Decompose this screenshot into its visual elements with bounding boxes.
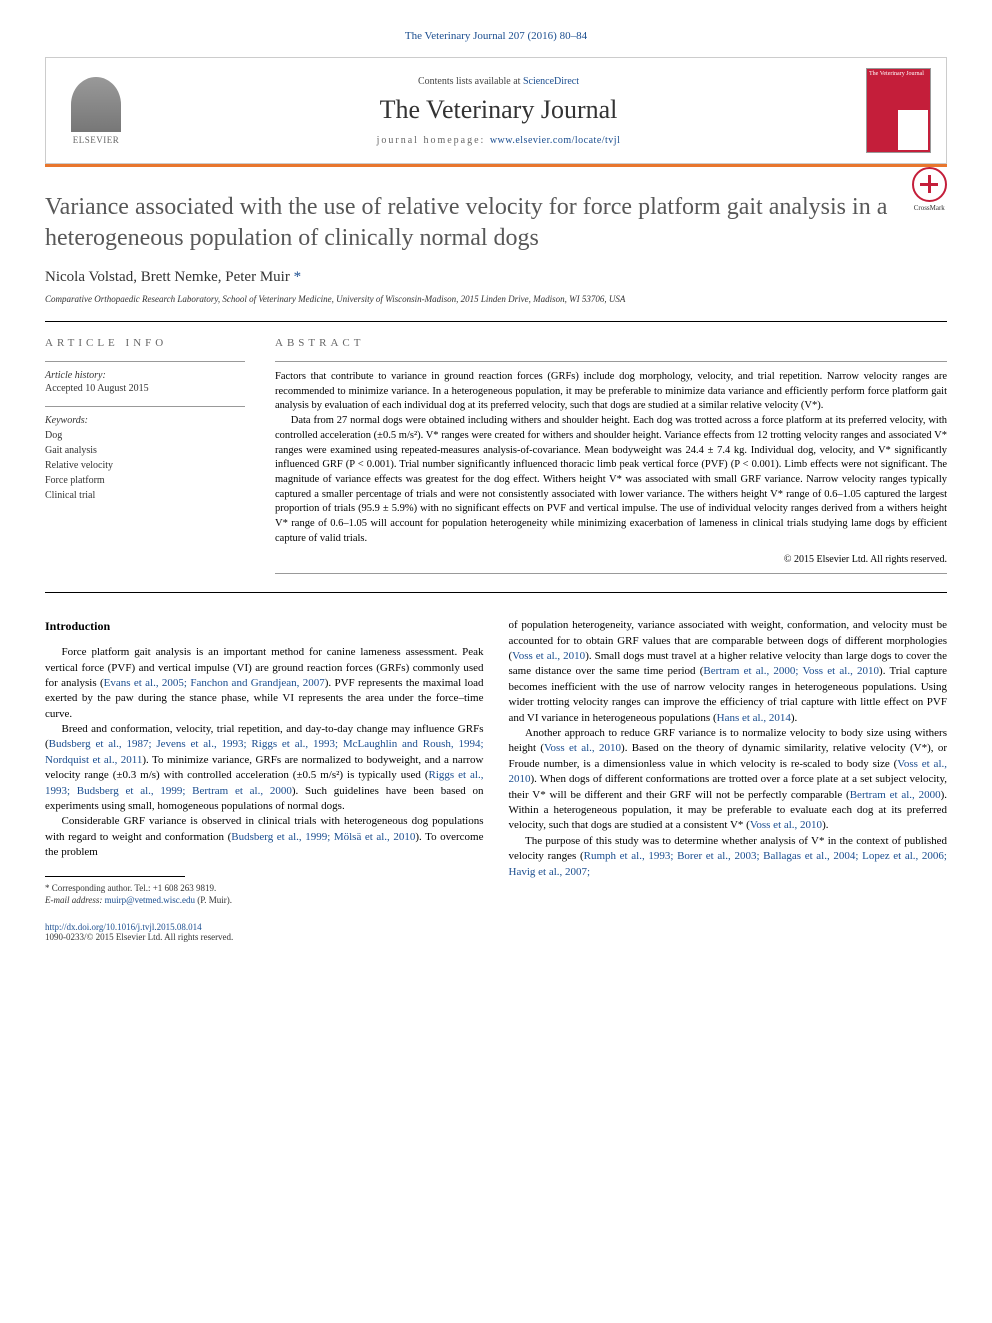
footer-divider	[45, 876, 185, 877]
header-citation: The Veterinary Journal 207 (2016) 80–84	[45, 30, 947, 42]
corresponding-note: * Corresponding author. Tel.: +1 608 263…	[45, 882, 484, 895]
keyword: Gait analysis	[45, 443, 245, 458]
elsevier-logo: ELSEVIER	[61, 71, 131, 151]
corresponding-footer: * Corresponding author. Tel.: +1 608 263…	[45, 882, 484, 907]
keyword: Relative velocity	[45, 458, 245, 473]
email-label: E-mail address:	[45, 895, 105, 905]
bottom-footer: http://dx.doi.org/10.1016/j.tvjl.2015.08…	[45, 922, 947, 942]
abstract-para-1: Factors that contribute to variance in g…	[275, 370, 947, 414]
intro-p6: The purpose of this study was to determi…	[509, 834, 948, 880]
journal-header-box: ELSEVIER Contents lists available at Sci…	[45, 57, 947, 164]
cover-image-placeholder	[898, 110, 928, 150]
author-names: Nicola Volstad, Brett Nemke, Peter Muir	[45, 269, 294, 285]
abstract-heading: ABSTRACT	[275, 337, 947, 349]
divider-top	[45, 321, 947, 322]
keyword: Force platform	[45, 473, 245, 488]
abstract-divider-bottom	[275, 573, 947, 574]
introduction-heading: Introduction	[45, 618, 484, 635]
crossmark-icon	[912, 167, 947, 202]
elsevier-text: ELSEVIER	[73, 135, 120, 145]
keyword: Clinical trial	[45, 488, 245, 503]
abstract-column: ABSTRACT Factors that contribute to vari…	[275, 337, 947, 582]
journal-name: The Veterinary Journal	[131, 95, 866, 125]
homepage-line: journal homepage: www.elsevier.com/locat…	[131, 135, 866, 146]
keywords-label: Keywords:	[45, 415, 245, 426]
keywords-list: Dog Gait analysis Relative velocity Forc…	[45, 428, 245, 503]
ref-link[interactable]: Bertram et al., 2000; Voss et al., 2010	[703, 665, 879, 677]
ref-link[interactable]: Evans et al., 2005; Fanchon and Grandjea…	[104, 677, 325, 689]
crossmark-badge[interactable]: CrossMark	[912, 167, 948, 222]
abstract-para-2: Data from 27 normal dogs were obtained i…	[275, 414, 947, 546]
article-info-column: ARTICLE INFO Article history: Accepted 1…	[45, 337, 245, 582]
issn-copyright: 1090-0233/© 2015 Elsevier Ltd. All right…	[45, 932, 947, 942]
journal-cover-thumbnail: The Veterinary Journal	[866, 68, 931, 153]
ref-link[interactable]: Voss et al., 2010	[544, 742, 621, 754]
history-label: Article history:	[45, 370, 245, 381]
ref-link[interactable]: Voss et al., 2010	[750, 819, 822, 831]
sciencedirect-link[interactable]: ScienceDirect	[523, 76, 579, 87]
divider-mid	[45, 592, 947, 593]
affiliation: Comparative Orthopaedic Research Laborat…	[45, 294, 947, 306]
keyword: Dog	[45, 428, 245, 443]
email-link[interactable]: muirp@vetmed.wisc.edu	[105, 895, 195, 905]
body-text: Introduction Force platform gait analysi…	[45, 618, 947, 906]
homepage-prefix: journal homepage:	[377, 135, 490, 146]
homepage-link[interactable]: www.elsevier.com/locate/tvjl	[490, 135, 621, 146]
article-info-heading: ARTICLE INFO	[45, 337, 245, 349]
abstract-copyright: © 2015 Elsevier Ltd. All rights reserved…	[275, 554, 947, 565]
contents-prefix: Contents lists available at	[418, 76, 523, 87]
elsevier-tree-icon	[71, 77, 121, 132]
authors-line: Nicola Volstad, Brett Nemke, Peter Muir …	[45, 269, 947, 286]
contents-line: Contents lists available at ScienceDirec…	[131, 76, 866, 87]
doi-link[interactable]: http://dx.doi.org/10.1016/j.tvjl.2015.08…	[45, 922, 202, 932]
intro-p4: of population heterogeneity, variance as…	[509, 618, 948, 726]
ref-link[interactable]: Bertram et al., 2000	[850, 789, 941, 801]
corresponding-marker[interactable]: *	[294, 269, 302, 285]
article-title: Variance associated with the use of rela…	[45, 192, 912, 254]
ref-link[interactable]: Budsberg et al., 1999; Mölsä et al., 201…	[231, 831, 415, 843]
cover-title: The Veterinary Journal	[867, 69, 930, 79]
ref-link[interactable]: Voss et al., 2010	[512, 650, 585, 662]
intro-p3: Considerable GRF variance is observed in…	[45, 814, 484, 860]
abstract-divider	[275, 361, 947, 362]
crossmark-label: CrossMark	[914, 204, 945, 212]
intro-p1: Force platform gait analysis is an impor…	[45, 645, 484, 722]
accepted-date: Accepted 10 August 2015	[45, 383, 245, 394]
ref-link[interactable]: Hans et al., 2014	[717, 712, 791, 724]
info-divider-1	[45, 361, 245, 362]
info-divider-2	[45, 406, 245, 407]
email-name: (P. Muir).	[195, 895, 232, 905]
intro-p2: Breed and conformation, velocity, trial …	[45, 722, 484, 814]
intro-p5: Another approach to reduce GRF variance …	[509, 726, 948, 834]
